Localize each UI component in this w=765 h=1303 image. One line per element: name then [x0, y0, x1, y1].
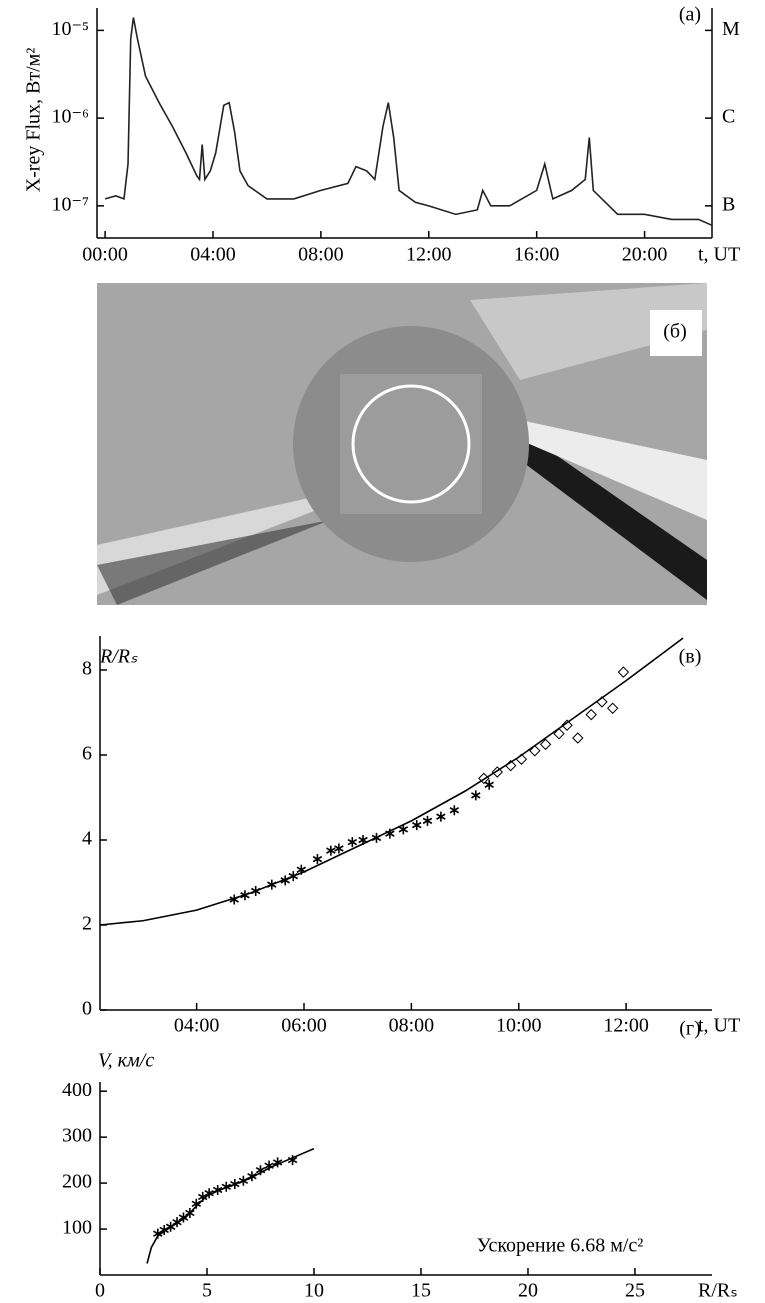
- star-point: [272, 1157, 283, 1168]
- star-point: [334, 843, 344, 854]
- y-tick-label: 400: [62, 1079, 92, 1101]
- x-tick-label: 10: [304, 1280, 324, 1302]
- y-axis-title: V, км/с: [98, 1050, 154, 1072]
- y2-tick-label: B: [722, 193, 735, 215]
- y2-tick-label: M: [722, 18, 740, 40]
- x-tick-label: 16:00: [514, 244, 560, 266]
- y-tick-label: 10⁻⁷: [51, 193, 89, 215]
- y-tick-label: 200: [62, 1171, 92, 1193]
- x-tick-label: 12:00: [603, 1015, 649, 1037]
- x-tick-label: 00:00: [82, 244, 128, 266]
- solar-limb: [351, 384, 471, 504]
- star-point: [204, 1188, 214, 1199]
- x-tick-label: 06:00: [281, 1015, 327, 1037]
- y-tick-label: 100: [62, 1217, 92, 1239]
- x-tick-label: 5: [202, 1280, 212, 1302]
- x-tick-label: 15: [411, 1280, 431, 1302]
- star-point: [312, 854, 323, 865]
- label-box: [650, 310, 702, 356]
- diamond-point: [529, 745, 541, 757]
- x-tick-label: 12:00: [406, 244, 452, 266]
- y2-tick-label: C: [722, 106, 735, 128]
- data-line: [99, 637, 684, 926]
- star-point: [347, 837, 358, 848]
- image-streak: [520, 420, 707, 520]
- x-tick-label: 08:00: [298, 244, 344, 266]
- x-tick-label: 25: [625, 1280, 645, 1302]
- panel-label: (в): [679, 646, 702, 668]
- x-axis-title: t, UT: [698, 1015, 740, 1037]
- diamond-point: [585, 708, 597, 721]
- y-tick-label: 300: [62, 1125, 92, 1147]
- image-streak: [520, 430, 707, 600]
- diamond-point: [617, 666, 630, 678]
- x-tick-label: 04:00: [174, 1015, 220, 1037]
- panel-label: (г): [679, 1018, 701, 1040]
- panel-label: (а): [679, 4, 701, 26]
- x-tick-label: 0: [95, 1280, 105, 1302]
- y-axis-title: R/Rₛ: [99, 646, 138, 668]
- y-tick-label: 10⁻⁶: [51, 106, 89, 128]
- y-tick-label: 0: [82, 998, 92, 1020]
- data-line: [104, 17, 713, 227]
- inner-image: [340, 374, 482, 514]
- star-point: [412, 820, 422, 831]
- annotation: Ускорение 6.68 м/с²: [477, 1235, 644, 1257]
- star-point: [471, 790, 481, 801]
- data-line: [146, 1147, 315, 1264]
- y-tick-label: 4: [82, 828, 92, 850]
- star-point: [422, 815, 433, 826]
- star-point: [326, 845, 336, 856]
- diamond-point: [561, 719, 573, 731]
- diamond-point: [606, 702, 619, 714]
- x-axis-title: t, UT: [698, 244, 740, 266]
- x-axis-title: R/Rₛ: [698, 1280, 738, 1302]
- y-tick-label: 2: [82, 913, 92, 935]
- diamond-point: [539, 738, 552, 751]
- star-point: [247, 1171, 257, 1182]
- star-point: [449, 805, 460, 816]
- star-point: [484, 779, 494, 790]
- x-tick-label: 04:00: [190, 244, 236, 266]
- diamond-point: [491, 766, 503, 778]
- y-axis-title: X-rey Flux, Вт/м²: [23, 48, 45, 193]
- x-tick-label: 20:00: [622, 244, 668, 266]
- star-point: [436, 811, 446, 822]
- panel-label: (б): [663, 321, 687, 343]
- x-tick-label: 08:00: [389, 1015, 435, 1037]
- image-streak: [97, 520, 330, 605]
- x-tick-label: 10:00: [496, 1015, 542, 1037]
- y-tick-label: 10⁻⁵: [51, 18, 89, 40]
- x-tick-label: 20: [518, 1280, 538, 1302]
- star-point: [398, 824, 409, 835]
- diamond-point: [553, 728, 565, 740]
- y-tick-label: 6: [82, 743, 92, 765]
- diamond-point: [572, 732, 584, 744]
- y-tick-label: 8: [82, 658, 92, 680]
- image-streak: [470, 283, 707, 380]
